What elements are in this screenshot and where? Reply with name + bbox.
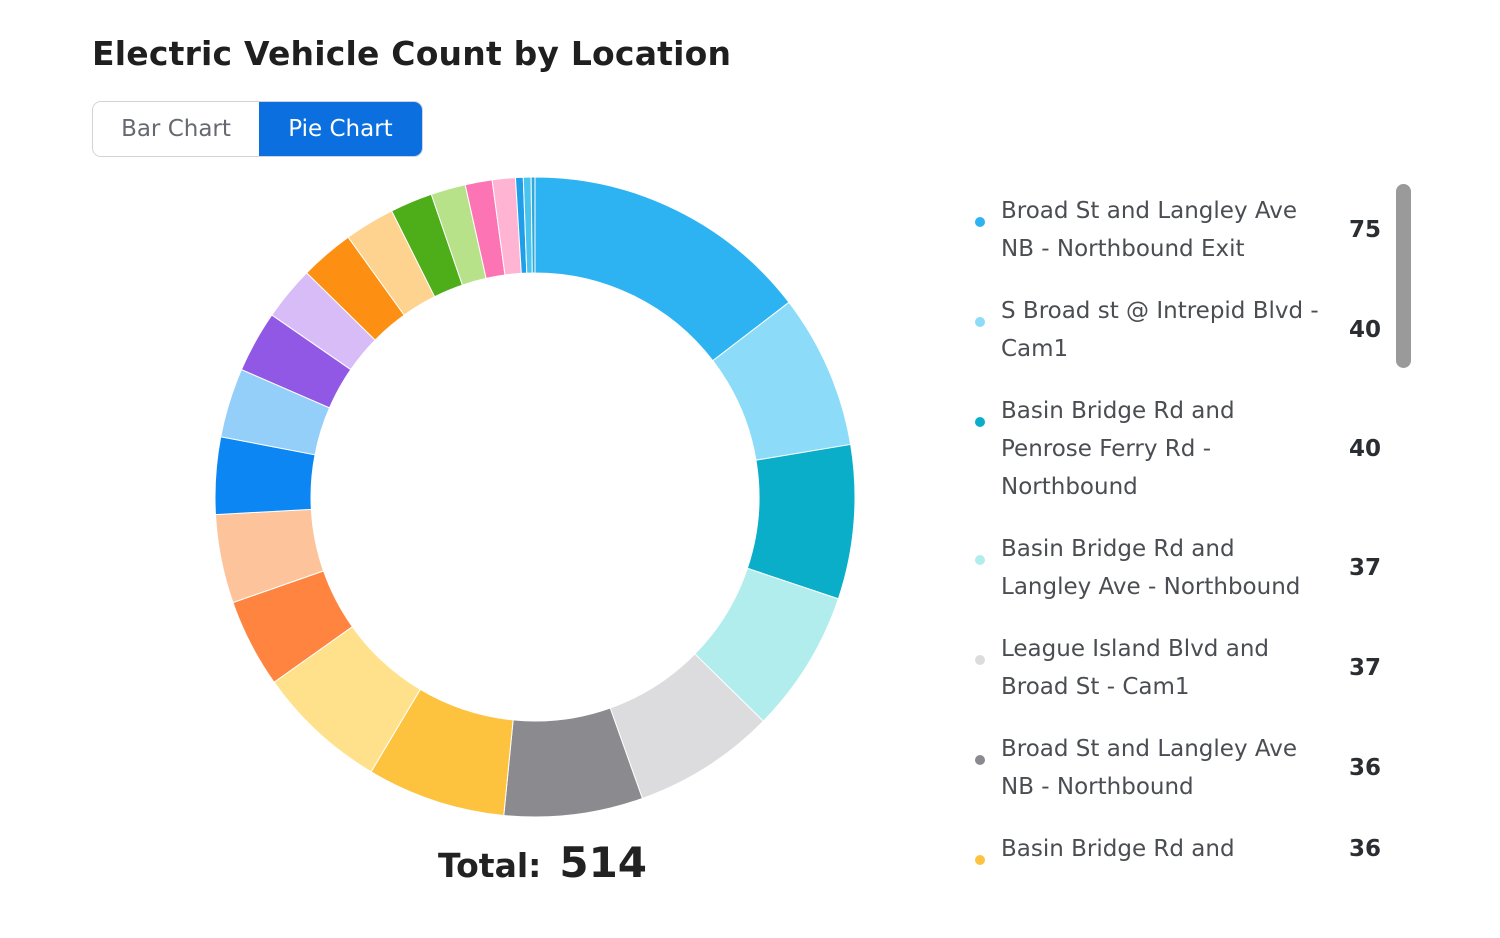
legend-item-count: 37	[1348, 655, 1381, 681]
legend-dot-icon	[975, 655, 985, 665]
legend-item-count: 37	[1348, 555, 1381, 581]
legend-item-label: Basin Bridge Rd and Penrose Ferry Rd - N…	[1001, 398, 1235, 500]
legend-item[interactable]: Broad St and Langley Ave NB - Northbound…	[960, 180, 1390, 280]
legend-item[interactable]: Basin Bridge Rd and 36	[960, 818, 1390, 880]
bar-chart-button[interactable]: Bar Chart	[93, 102, 259, 156]
legend-item[interactable]: S Broad st @ Intrepid Blvd - Cam1 40	[960, 280, 1390, 380]
legend-dot-icon	[975, 417, 985, 427]
legend-dot-icon	[975, 855, 985, 865]
legend-item-count: 36	[1348, 755, 1381, 781]
legend-item-label: S Broad st @ Intrepid Blvd - Cam1	[1001, 298, 1319, 362]
legend-item-label: Broad St and Langley Ave NB - Northbound	[1001, 736, 1298, 800]
legend-item[interactable]: Broad St and Langley Ave NB - Northbound…	[960, 718, 1390, 818]
legend-dot-icon	[975, 755, 985, 765]
legend-dot-icon	[975, 555, 985, 565]
legend-dot-icon	[975, 217, 985, 227]
donut-chart	[214, 176, 856, 818]
legend-dot-icon	[975, 317, 985, 327]
legend-item-label: Basin Bridge Rd and Langley Ave - Northb…	[1001, 536, 1301, 600]
legend-item-count: 75	[1348, 217, 1381, 243]
total-summary: Total: 514	[438, 838, 647, 887]
legend-list[interactable]: Broad St and Langley Ave NB - Northbound…	[960, 180, 1390, 898]
legend-item-count: 36	[1348, 836, 1381, 862]
legend-item[interactable]: Basin Bridge Rd and Penrose Ferry Rd - N…	[960, 380, 1390, 518]
pie-chart-button[interactable]: Pie Chart	[259, 102, 422, 156]
legend-item-count: 40	[1348, 436, 1381, 462]
legend-item[interactable]: League Island Blvd and Broad St - Cam1 37	[960, 618, 1390, 718]
pie-slice[interactable]	[530, 176, 536, 274]
legend-item-count: 40	[1348, 317, 1381, 343]
total-value: 514	[559, 838, 648, 887]
legend-item-label: Broad St and Langley Ave NB - Northbound…	[1001, 198, 1298, 262]
total-label: Total:	[438, 846, 542, 885]
chart-type-toggle: Bar Chart Pie Chart	[92, 101, 423, 157]
legend-scrollbar[interactable]	[1396, 184, 1411, 368]
legend-item-label: Basin Bridge Rd and	[1001, 836, 1235, 862]
chart-title: Electric Vehicle Count by Location	[92, 34, 732, 73]
legend-item[interactable]: Basin Bridge Rd and Langley Ave - Northb…	[960, 518, 1390, 618]
legend-item-label: League Island Blvd and Broad St - Cam1	[1001, 636, 1269, 700]
